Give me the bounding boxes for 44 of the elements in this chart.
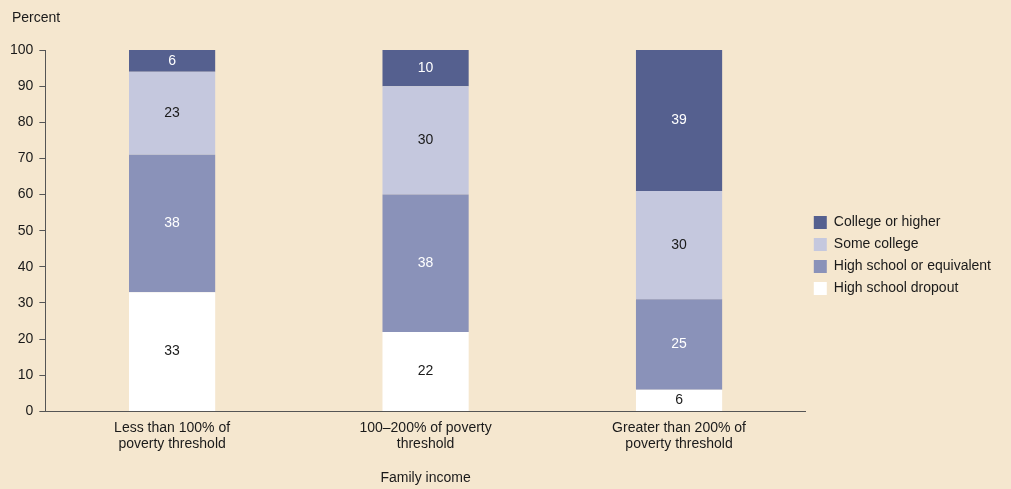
y-tick-label: 20	[17, 329, 34, 346]
legend-label: High school or equivalent	[833, 257, 992, 274]
y-tick-label: 40	[17, 257, 34, 274]
x-tick-label: Less than 100% of poverty threshold	[114, 418, 231, 452]
data-label: 23	[164, 104, 181, 121]
bar	[635, 50, 723, 191]
legend-label: College or higher	[833, 213, 941, 230]
bar	[635, 299, 723, 390]
data-label: 22	[417, 362, 434, 379]
data-label: 6	[168, 51, 177, 68]
y-tick-label: 60	[17, 185, 34, 202]
y-axis-title: Percent	[12, 8, 61, 25]
legend-label: High school dropout	[833, 279, 959, 296]
x-tick-label: 100–200% of poverty threshold	[359, 418, 492, 452]
bar	[635, 389, 723, 411]
legend-label: Some college	[833, 235, 919, 252]
data-label: 38	[417, 254, 434, 271]
y-tick-label: 100	[10, 40, 34, 57]
y-tick-label: 10	[17, 366, 34, 383]
data-label: 33	[164, 342, 181, 359]
y-tick-label: 0	[25, 402, 34, 419]
y-tick-label: 70	[17, 149, 34, 166]
data-label: 30	[671, 236, 688, 253]
data-label: 38	[164, 214, 181, 231]
bar	[129, 292, 216, 411]
data-label: 30	[417, 131, 434, 148]
data-label: 10	[417, 58, 434, 75]
bar	[635, 190, 723, 300]
y-tick-label: 50	[17, 221, 34, 238]
x-axis-title: Family income	[380, 468, 471, 485]
y-tick-label: 80	[17, 113, 34, 130]
y-tick-label: 90	[17, 77, 34, 93]
bar	[129, 154, 216, 293]
data-label: 6	[675, 391, 684, 408]
data-label: 25	[671, 335, 688, 352]
bar	[129, 50, 216, 72]
y-tick-label: 30	[17, 293, 34, 310]
x-tick-label: Greater than 200% of poverty threshold	[612, 418, 747, 452]
bar	[382, 50, 469, 87]
bar	[382, 331, 469, 411]
bar	[382, 194, 469, 332]
bar	[129, 71, 216, 155]
data-label: 39	[671, 111, 688, 128]
bar	[382, 86, 469, 195]
